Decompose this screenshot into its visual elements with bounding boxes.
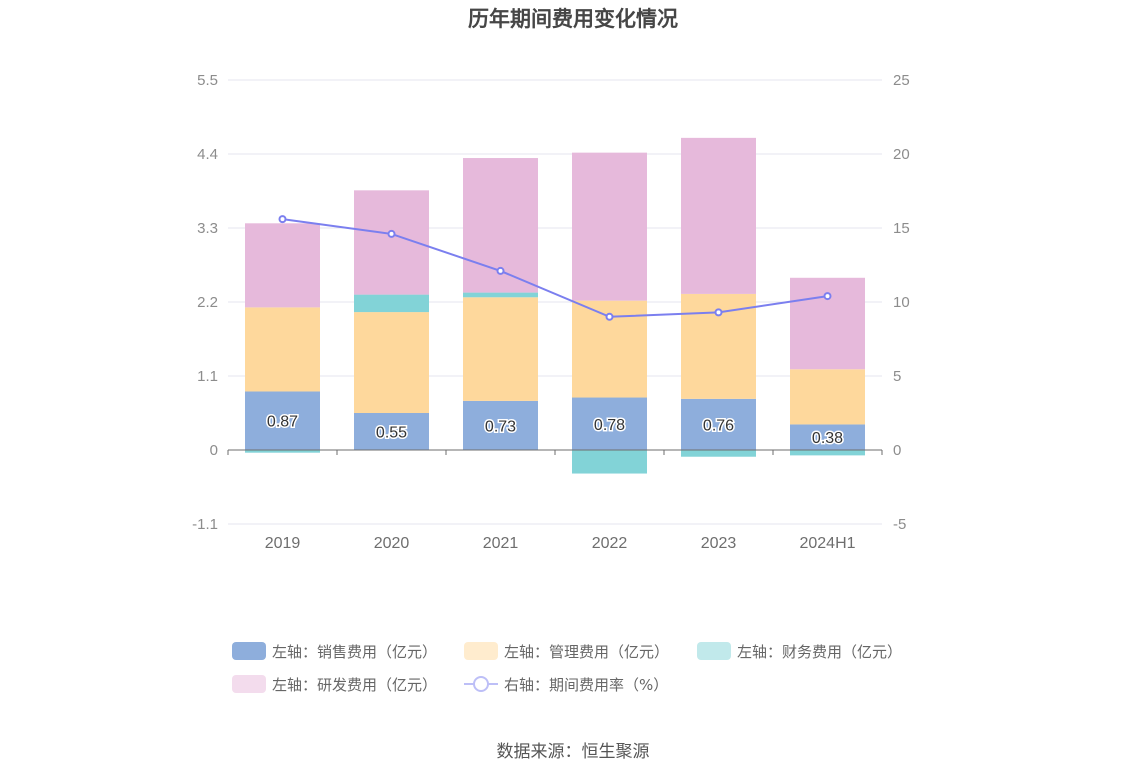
right-tick-label: 10 bbox=[893, 294, 910, 311]
source-note: 数据来源：恒生聚源 bbox=[497, 742, 650, 762]
legend-label: 左轴：销售费用（亿元） bbox=[272, 643, 437, 661]
category-label: 2022 bbox=[592, 535, 628, 552]
left-tick-label: 0 bbox=[210, 442, 218, 459]
left-tick-label: 3.3 bbox=[197, 220, 218, 237]
x-axis: 2019 2020 2021 2022 2023 2024H1 bbox=[265, 535, 856, 552]
legend-swatch bbox=[697, 642, 731, 660]
legend-marker bbox=[473, 676, 489, 692]
left-tick-label: 4.4 bbox=[197, 146, 218, 163]
right-tick-label: 0 bbox=[893, 442, 901, 459]
category-label: 2020 bbox=[374, 535, 410, 552]
bar-segment bbox=[572, 450, 647, 474]
legend-swatch bbox=[464, 642, 498, 660]
data-label: 0.38 bbox=[812, 430, 843, 447]
bar-segment bbox=[354, 294, 429, 313]
bar-segment bbox=[245, 391, 320, 450]
right-tick-label: 15 bbox=[893, 220, 910, 237]
bar-segment bbox=[463, 297, 538, 401]
bar-segment bbox=[572, 397, 647, 450]
left-tick-label: 2.2 bbox=[197, 294, 218, 311]
data-label: 0.55 bbox=[376, 425, 407, 442]
legend-label: 左轴：研发费用（亿元） bbox=[272, 676, 437, 694]
rate-point bbox=[496, 266, 505, 275]
data-label: 0.78 bbox=[594, 417, 625, 434]
legend[interactable]: 左轴：销售费用（亿元） 左轴：管理费用（亿元） 左轴：财务费用（亿元） 左轴：研发费用… bbox=[232, 642, 902, 694]
category-label: 2024H1 bbox=[799, 535, 855, 552]
right-axis: 25 20 15 10 5 0 -5 bbox=[893, 72, 910, 533]
rate-point bbox=[605, 312, 614, 321]
zero-axis-line bbox=[227, 449, 883, 455]
legend-item[interactable]: 左轴：研发费用（亿元） bbox=[232, 675, 437, 694]
category-label: 2023 bbox=[701, 535, 737, 552]
right-tick-label: 5 bbox=[893, 368, 901, 385]
right-tick-label: 25 bbox=[893, 72, 910, 89]
bar-segment bbox=[790, 369, 865, 425]
right-tick-label: -5 bbox=[893, 516, 906, 533]
bar-segment bbox=[681, 137, 756, 294]
left-tick-label: -1.1 bbox=[192, 516, 218, 533]
legend-label: 左轴：财务费用（亿元） bbox=[737, 643, 902, 661]
bar-segment bbox=[681, 450, 756, 457]
bar-segment bbox=[681, 398, 756, 450]
rate-point bbox=[278, 215, 287, 224]
legend-item[interactable]: 左轴：财务费用（亿元） bbox=[697, 642, 902, 661]
category-label: 2019 bbox=[265, 535, 301, 552]
legend-label: 右轴：期间费用率（%） bbox=[504, 676, 668, 694]
chart-title: 历年期间费用变化情况 bbox=[468, 7, 678, 31]
legend-label: 左轴：管理费用（亿元） bbox=[504, 643, 669, 661]
bar-segment bbox=[790, 424, 865, 450]
bar-segment bbox=[572, 152, 647, 301]
rate-point bbox=[387, 229, 396, 238]
bar-segment bbox=[245, 450, 320, 453]
legend-swatch bbox=[232, 675, 266, 693]
left-tick-label: 5.5 bbox=[197, 72, 218, 89]
legend-swatch bbox=[232, 642, 266, 660]
category-label: 2021 bbox=[483, 535, 519, 552]
legend-item[interactable]: 左轴：销售费用（亿元） bbox=[232, 642, 437, 661]
bars bbox=[245, 137, 865, 474]
data-label: 0.87 bbox=[267, 414, 298, 431]
data-labels: 0.87 0.55 0.73 0.78 0.76 0.38 bbox=[265, 412, 844, 448]
rate-point bbox=[823, 292, 832, 301]
bar-segment bbox=[790, 450, 865, 456]
rate-line-path bbox=[282, 218, 828, 318]
bar-segment bbox=[463, 292, 538, 298]
left-axis: 5.5 4.4 3.3 2.2 1.1 0 -1.1 bbox=[192, 72, 218, 533]
bar-segment bbox=[463, 400, 538, 450]
bar-segment bbox=[354, 312, 429, 413]
legend-item[interactable]: 右轴：期间费用率（%） bbox=[464, 676, 668, 694]
data-label: 0.76 bbox=[703, 417, 734, 434]
rate-point bbox=[714, 308, 723, 317]
rate-line bbox=[278, 215, 832, 321]
right-tick-label: 20 bbox=[893, 146, 910, 163]
bar-segment bbox=[245, 223, 320, 308]
legend-item[interactable]: 左轴：管理费用（亿元） bbox=[464, 642, 669, 661]
bar-segment bbox=[354, 413, 429, 450]
data-label: 0.73 bbox=[485, 418, 516, 435]
left-tick-label: 1.1 bbox=[197, 368, 218, 385]
bar-segment bbox=[245, 307, 320, 392]
bar-segment bbox=[790, 277, 865, 370]
grid-lines bbox=[228, 79, 882, 525]
